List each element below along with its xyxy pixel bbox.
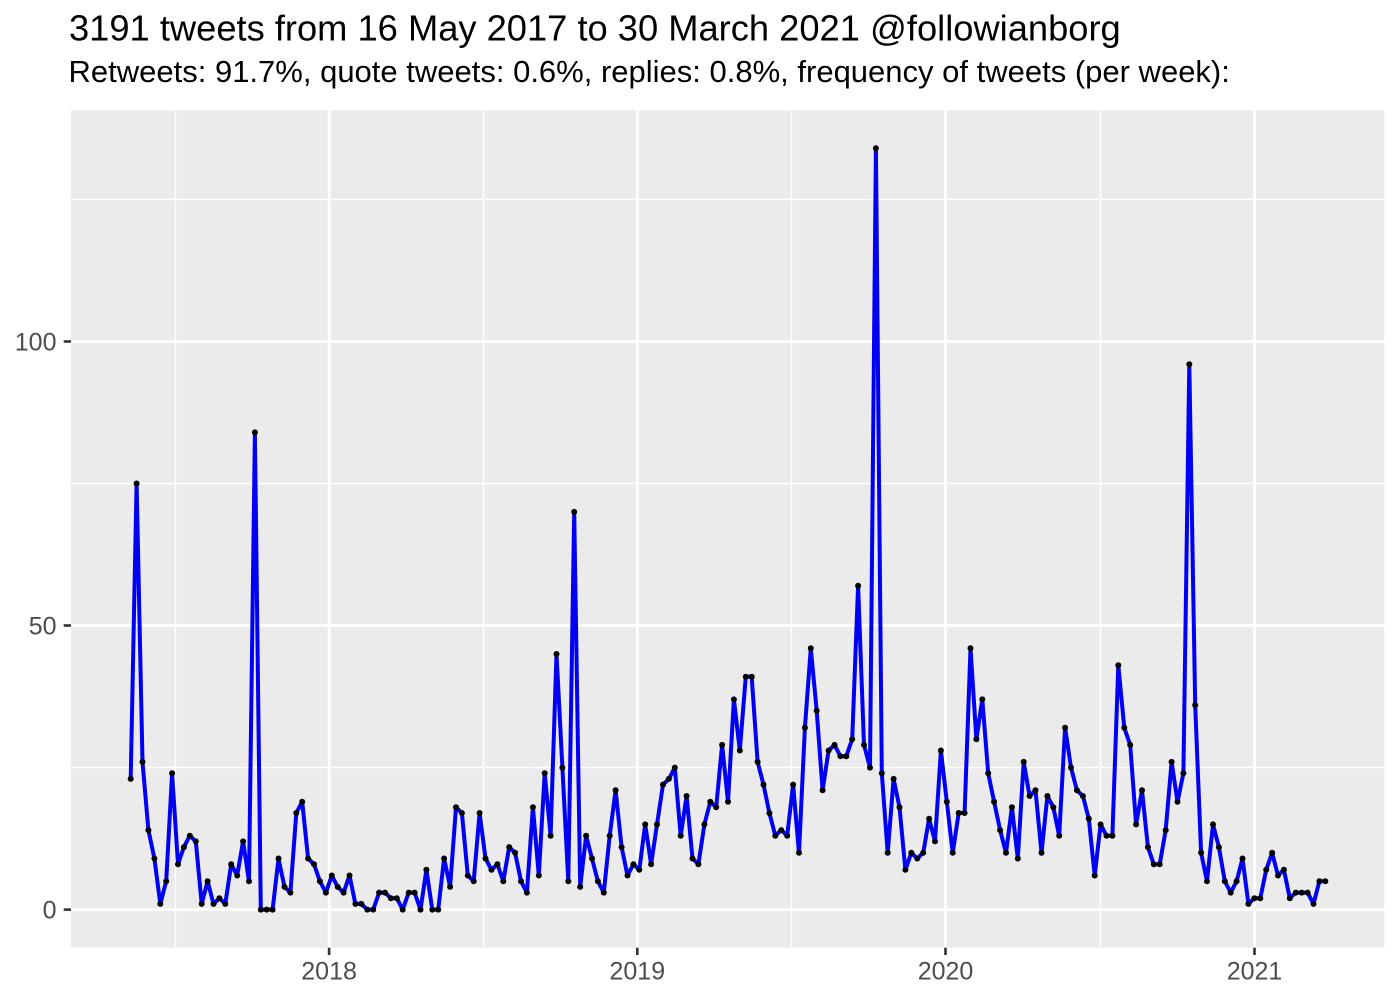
svg-text:2019: 2019 [609, 957, 665, 985]
svg-text:3191 tweets from 16 May 2017 t: 3191 tweets from 16 May 2017 to 30 March… [69, 8, 1121, 49]
svg-text:2021: 2021 [1227, 957, 1283, 985]
svg-text:100: 100 [15, 329, 57, 357]
svg-text:50: 50 [29, 613, 57, 641]
svg-text:2020: 2020 [918, 957, 974, 985]
svg-text:Retweets: 91.7%, quote tweets:: Retweets: 91.7%, quote tweets: 0.6%, rep… [69, 54, 1230, 89]
svg-text:2018: 2018 [301, 957, 357, 985]
svg-text:0: 0 [43, 897, 57, 925]
